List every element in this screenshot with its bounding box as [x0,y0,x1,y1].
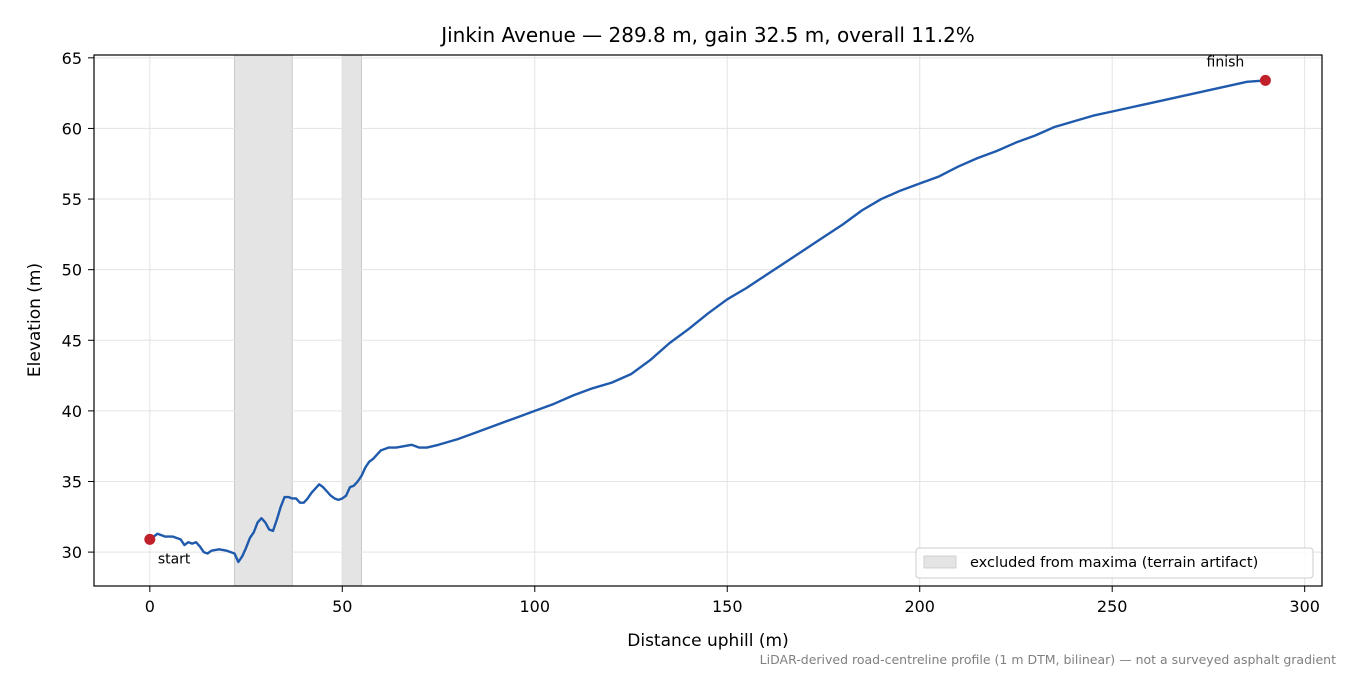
x-axis-ticks: 0 50 100 150 200 250 300 [145,586,1320,616]
excluded-range-1 [234,54,293,587]
endpoint-markers [144,74,1271,545]
y-axis-ticks: 30 35 40 45 50 55 60 65 [62,49,94,562]
plot-area [148,79,1267,564]
y-tick-label: 60 [62,119,82,138]
plot-frame [93,54,1323,587]
excluded-regions [234,54,362,587]
x-axis-label: Distance uphill (m) [627,631,788,651]
x-tick-label: 0 [145,597,155,616]
y-tick-label: 55 [62,190,82,209]
chart-title: Jinkin Avenue — 289.8 m, gain 32.5 m, ov… [439,23,975,47]
finish-marker [1259,74,1271,86]
x-tick-label: 250 [1097,597,1128,616]
y-tick-label: 45 [62,331,82,350]
y-tick-label: 40 [62,402,82,421]
legend-entry: excluded from maxima (terrain artifact) [970,555,1258,571]
x-tick-label: 200 [904,597,935,616]
footnote: LiDAR-derived road-centreline profile (1… [760,652,1336,667]
y-tick-label: 35 [62,472,82,491]
legend-box [915,547,1314,579]
legend: excluded from maxima (terrain artifact) [915,547,1314,579]
annotations: start finish [158,54,1244,567]
x-tick-label: 100 [519,597,550,616]
y-tick-label: 50 [62,261,82,280]
excluded-range-2 [341,54,362,587]
y-tick-label: 30 [62,543,82,562]
elevation-line [148,79,1267,564]
x-tick-label: 300 [1289,597,1320,616]
x-tick-label: 150 [712,597,743,616]
legend-swatch [923,555,957,569]
y-axis-label: Elevation (m) [25,263,45,377]
x-tick-label: 50 [332,597,352,616]
start-label: start [158,551,191,567]
start-marker [144,533,156,545]
y-tick-label: 65 [62,49,82,68]
finish-label: finish [1207,54,1245,70]
